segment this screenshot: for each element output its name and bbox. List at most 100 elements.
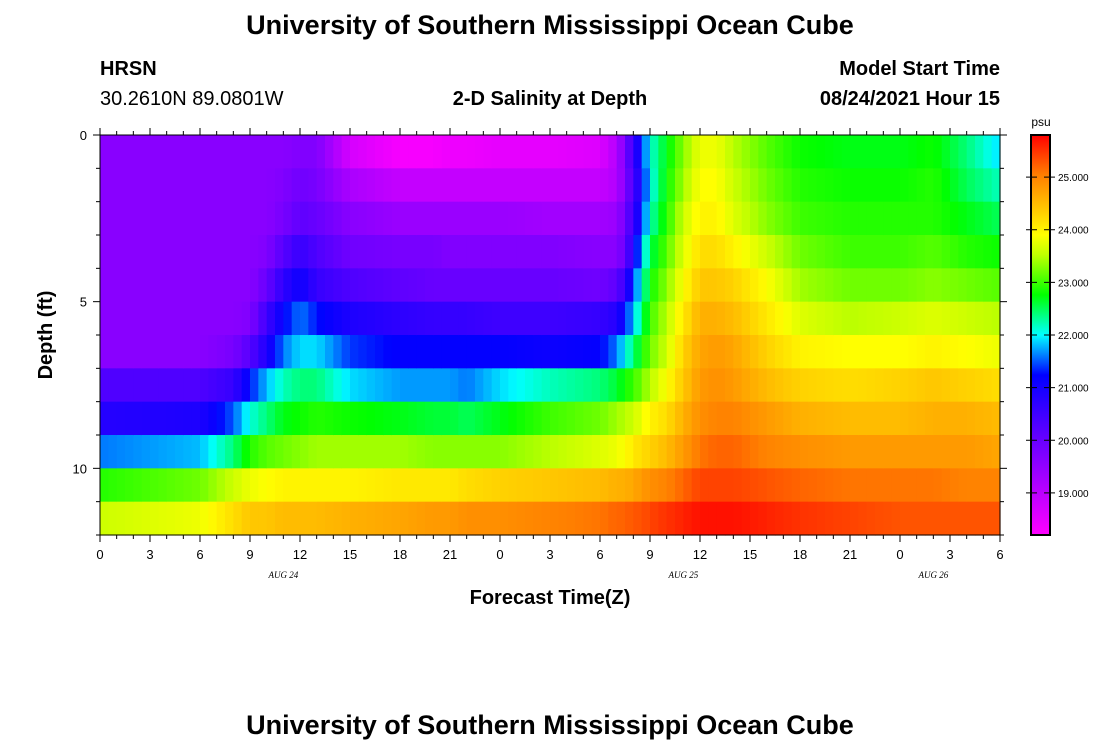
heatmap-cell	[266, 268, 276, 303]
heatmap-cell	[166, 368, 176, 403]
heatmap-cell	[325, 401, 334, 436]
heatmap-cell	[983, 168, 993, 203]
date-label: AUG 26	[917, 570, 948, 580]
heatmap-cell	[533, 301, 543, 336]
heatmap-cell	[616, 435, 626, 469]
heatmap-cell	[425, 201, 434, 236]
heatmap-cell	[816, 335, 826, 369]
heatmap-cell	[733, 435, 743, 469]
heatmap-cell	[766, 501, 776, 536]
heatmap-cell	[258, 401, 268, 436]
heatmap-cell	[691, 501, 701, 536]
heatmap-cell	[150, 335, 159, 369]
heatmap-cell	[733, 468, 743, 503]
heatmap-cell	[458, 235, 468, 269]
heatmap-cell	[450, 168, 459, 203]
heatmap-cell	[516, 168, 526, 203]
heatmap-cell	[258, 168, 268, 203]
heatmap-cell	[175, 468, 184, 503]
colorbar-unit-label: psu	[1031, 115, 1050, 129]
heatmap-cell	[716, 368, 726, 403]
heatmap-cell	[116, 435, 126, 469]
heatmap-cell	[866, 301, 876, 336]
heatmap-cell	[250, 401, 259, 436]
heatmap-cell	[975, 135, 984, 169]
heatmap-cell	[991, 501, 1001, 536]
heatmap-cell	[633, 135, 643, 169]
heatmap-cell	[866, 435, 876, 469]
heatmap-cell	[158, 135, 168, 169]
heatmap-cell	[100, 168, 109, 203]
heatmap-cell	[450, 435, 459, 469]
heatmap-cell	[900, 435, 909, 469]
heatmap-cell	[683, 268, 693, 303]
heatmap-cell	[683, 168, 693, 203]
heatmap-cell	[383, 501, 393, 536]
heatmap-cell	[175, 368, 184, 403]
heatmap-cell	[241, 135, 251, 169]
heatmap-cell	[483, 335, 493, 369]
heatmap-cell	[983, 501, 993, 536]
heatmap-cell	[375, 268, 384, 303]
heatmap-cell	[975, 235, 984, 269]
heatmap-cell	[325, 368, 334, 403]
heatmap-cell	[233, 268, 243, 303]
heatmap-cell	[266, 401, 276, 436]
heatmap-cell	[766, 235, 776, 269]
heatmap-cell	[900, 368, 909, 403]
heatmap-cell	[691, 201, 701, 236]
heatmap-cell	[108, 168, 118, 203]
heatmap-cell	[825, 468, 834, 503]
heatmap-cell	[625, 201, 634, 236]
heatmap-cell	[250, 368, 259, 403]
heatmap-cell	[708, 468, 718, 503]
heatmap-cell	[716, 501, 726, 536]
heatmap-cell	[983, 401, 993, 436]
heatmap-cell	[783, 501, 793, 536]
heatmap-cell	[575, 501, 584, 536]
heatmap-cell	[283, 235, 293, 269]
heatmap-cell	[450, 301, 459, 336]
heatmap-cell	[491, 401, 501, 436]
heatmap-cell	[850, 268, 859, 303]
heatmap-cell	[708, 168, 718, 203]
heatmap-cell	[508, 501, 518, 536]
heatmap-cell	[766, 301, 776, 336]
heatmap-cell	[525, 435, 534, 469]
heatmap-cell	[291, 401, 301, 436]
heatmap-cell	[891, 468, 901, 503]
heatmap-cell	[566, 135, 576, 169]
heatmap-cell	[158, 301, 168, 336]
heatmap-cell	[991, 335, 1001, 369]
heatmap-cell	[108, 268, 118, 303]
heatmap-cell	[266, 501, 276, 536]
heatmap-cell	[925, 268, 934, 303]
heatmap-cell	[783, 368, 793, 403]
heatmap-cell	[925, 201, 934, 236]
heatmap-cell	[175, 335, 184, 369]
heatmap-cell	[133, 168, 143, 203]
heatmap-cell	[391, 135, 401, 169]
heatmap-cell	[858, 501, 868, 536]
heatmap-cell	[650, 135, 659, 169]
heatmap-cell	[566, 401, 576, 436]
heatmap-cell	[808, 201, 818, 236]
heatmap-cell	[600, 468, 609, 503]
heatmap-cell	[966, 501, 976, 536]
heatmap-cell	[233, 335, 243, 369]
heatmap-cell	[733, 268, 743, 303]
heatmap-cell	[500, 335, 509, 369]
heatmap-cell	[908, 168, 918, 203]
heatmap-cell	[308, 435, 318, 469]
heatmap-cell	[825, 301, 834, 336]
heatmap-cell	[408, 501, 418, 536]
heatmap-cell	[208, 368, 218, 403]
heatmap-cell	[425, 368, 434, 403]
heatmap-cell	[891, 235, 901, 269]
heatmap-cell	[191, 435, 201, 469]
heatmap-cell	[225, 201, 234, 236]
heatmap-cell	[933, 268, 943, 303]
heatmap-cell	[975, 501, 984, 536]
heatmap-cell	[108, 235, 118, 269]
heatmap-cell	[841, 201, 851, 236]
